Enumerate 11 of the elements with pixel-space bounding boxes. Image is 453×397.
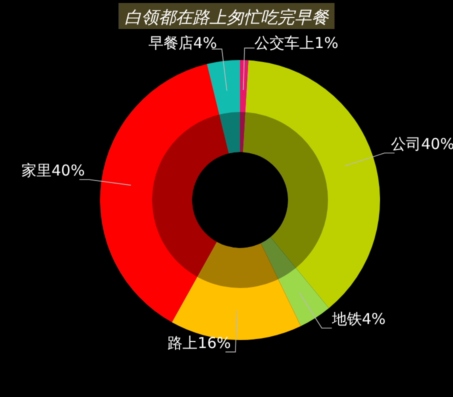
donut-slice: [206, 60, 240, 154]
slice-label: 家里40%: [21, 162, 85, 180]
slice-label: 路上16%: [168, 334, 231, 352]
chart-title: 白领都在路上匆忙吃完早餐: [124, 8, 330, 28]
slice-label: 地铁4%: [330, 310, 386, 328]
slice-label: 早餐店4%: [148, 34, 218, 52]
donut-slice: [100, 64, 229, 322]
donut-slice: [260, 237, 329, 326]
donut-slice: [242, 60, 380, 308]
donut-slice: [240, 60, 248, 152]
slice-label: 公交车上1%: [254, 34, 338, 52]
